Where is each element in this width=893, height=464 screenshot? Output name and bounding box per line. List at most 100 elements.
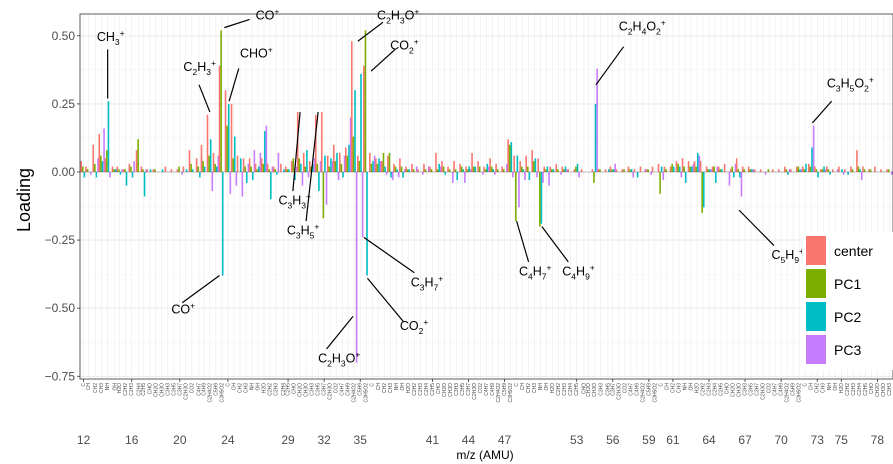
bar-pc2 — [715, 171, 717, 183]
bar-center — [314, 114, 317, 172]
bar-center — [820, 169, 822, 172]
category-label: CHO — [147, 383, 153, 394]
bar-center — [868, 169, 870, 172]
bar-pc1 — [130, 166, 132, 172]
bar-pc3 — [812, 125, 815, 172]
bar-pc2 — [456, 171, 459, 181]
bar-pc2 — [462, 169, 465, 172]
bar-pc2 — [612, 169, 615, 172]
category-label: C3H5 — [171, 383, 177, 396]
category-label: CHO — [436, 383, 442, 394]
bar-center — [242, 158, 245, 172]
bar-pc3 — [734, 163, 737, 172]
bar-pc1 — [484, 169, 487, 172]
category-label: C3H5O2 — [652, 383, 658, 403]
bar-pc1 — [526, 166, 529, 172]
annotation-part: C — [377, 8, 386, 22]
bar-pc3 — [650, 171, 653, 175]
bar-pc2 — [817, 171, 819, 178]
bar-pc2 — [199, 171, 201, 178]
bar-pc3 — [578, 171, 580, 178]
bar-pc1 — [863, 169, 866, 172]
category-label: C3H5 — [606, 383, 612, 396]
annotation-leader-line — [228, 68, 240, 102]
category-label: CH2 — [526, 383, 532, 393]
annotation-part: + — [590, 262, 595, 272]
bar-center — [495, 163, 497, 172]
annotation-part: 5 — [781, 255, 786, 265]
bar-pc1 — [719, 169, 722, 172]
bar-center — [627, 166, 630, 172]
bar-pc3 — [842, 171, 845, 175]
bar-pc1 — [520, 166, 523, 172]
bar-pc1 — [316, 163, 319, 172]
bar-center — [218, 65, 221, 172]
bar-center — [880, 169, 882, 172]
bar-pc2 — [378, 158, 380, 172]
y-tick-label: 0.00 — [52, 165, 76, 179]
bar-pc1 — [671, 163, 673, 172]
bar-pc2 — [114, 169, 117, 172]
annotation-label: CO2+ — [400, 317, 428, 336]
bar-pc3 — [295, 166, 298, 172]
annotation-part: 2 — [386, 15, 391, 25]
annotation-part: + — [414, 36, 419, 46]
x-tick-label: 73 — [811, 433, 825, 447]
bar-center — [711, 166, 714, 172]
bar-pc2 — [805, 163, 807, 172]
bar-center — [302, 152, 305, 172]
bar-pc1 — [274, 169, 277, 172]
bar-pc2 — [696, 152, 699, 172]
category-label: CH3 — [676, 383, 682, 393]
category-label: C5H9 — [646, 383, 652, 396]
bar-center — [850, 166, 852, 172]
bar-pc1 — [827, 169, 830, 172]
annotation-part: H — [301, 224, 310, 238]
bar-pc2 — [360, 73, 362, 172]
bar-pc2 — [203, 166, 206, 172]
y-tick-label: 0.25 — [52, 97, 76, 111]
category-label: H2O — [695, 383, 701, 393]
bar-pc3 — [361, 171, 364, 238]
bar-pc1 — [815, 169, 818, 172]
y-tick-label: −0.25 — [45, 233, 76, 247]
category-label: C4H9 — [346, 383, 352, 396]
bar-pc3 — [439, 166, 442, 172]
bar-pc1 — [256, 169, 258, 172]
category-label: C2H5 — [574, 383, 580, 396]
bar-pc2 — [330, 158, 332, 172]
x-tick-label: 78 — [871, 433, 885, 447]
category-label: NH — [538, 383, 544, 391]
bar-center — [363, 65, 365, 172]
annotation-part: + — [423, 317, 428, 327]
category-label: OH — [833, 383, 839, 391]
bar-pc2 — [787, 171, 789, 175]
annotation-leader-line — [515, 220, 530, 263]
bar-pc2 — [336, 152, 338, 172]
category-label: C — [81, 383, 87, 387]
bar-center — [645, 169, 648, 172]
bar-center — [375, 158, 377, 172]
category-label: C2H4 — [136, 383, 142, 396]
category-label: C2H2 — [845, 383, 851, 396]
category-label: C2H5 — [141, 383, 147, 396]
bar-center — [783, 166, 786, 172]
bar-pc2 — [221, 171, 224, 276]
category-label: C — [658, 383, 664, 387]
annotation-part: O — [854, 77, 864, 91]
bar-pc2 — [131, 171, 134, 178]
annotation-label: C3H5O2+ — [827, 75, 874, 94]
annotation-part: 2 — [656, 26, 661, 36]
bar-pc1 — [821, 169, 824, 172]
category-label: CH2O — [298, 383, 304, 397]
bar-pc1 — [508, 144, 511, 172]
bar-pc3 — [506, 163, 508, 172]
bar-pc3 — [403, 169, 406, 172]
bar-center — [164, 166, 167, 172]
bar-center — [555, 163, 558, 172]
category-label: CO2 — [622, 383, 628, 394]
annotation-part: + — [869, 75, 874, 85]
category-label: CH2 — [382, 383, 388, 393]
annotation-part: 7 — [434, 282, 439, 292]
x-tick-label: 70 — [774, 433, 788, 447]
